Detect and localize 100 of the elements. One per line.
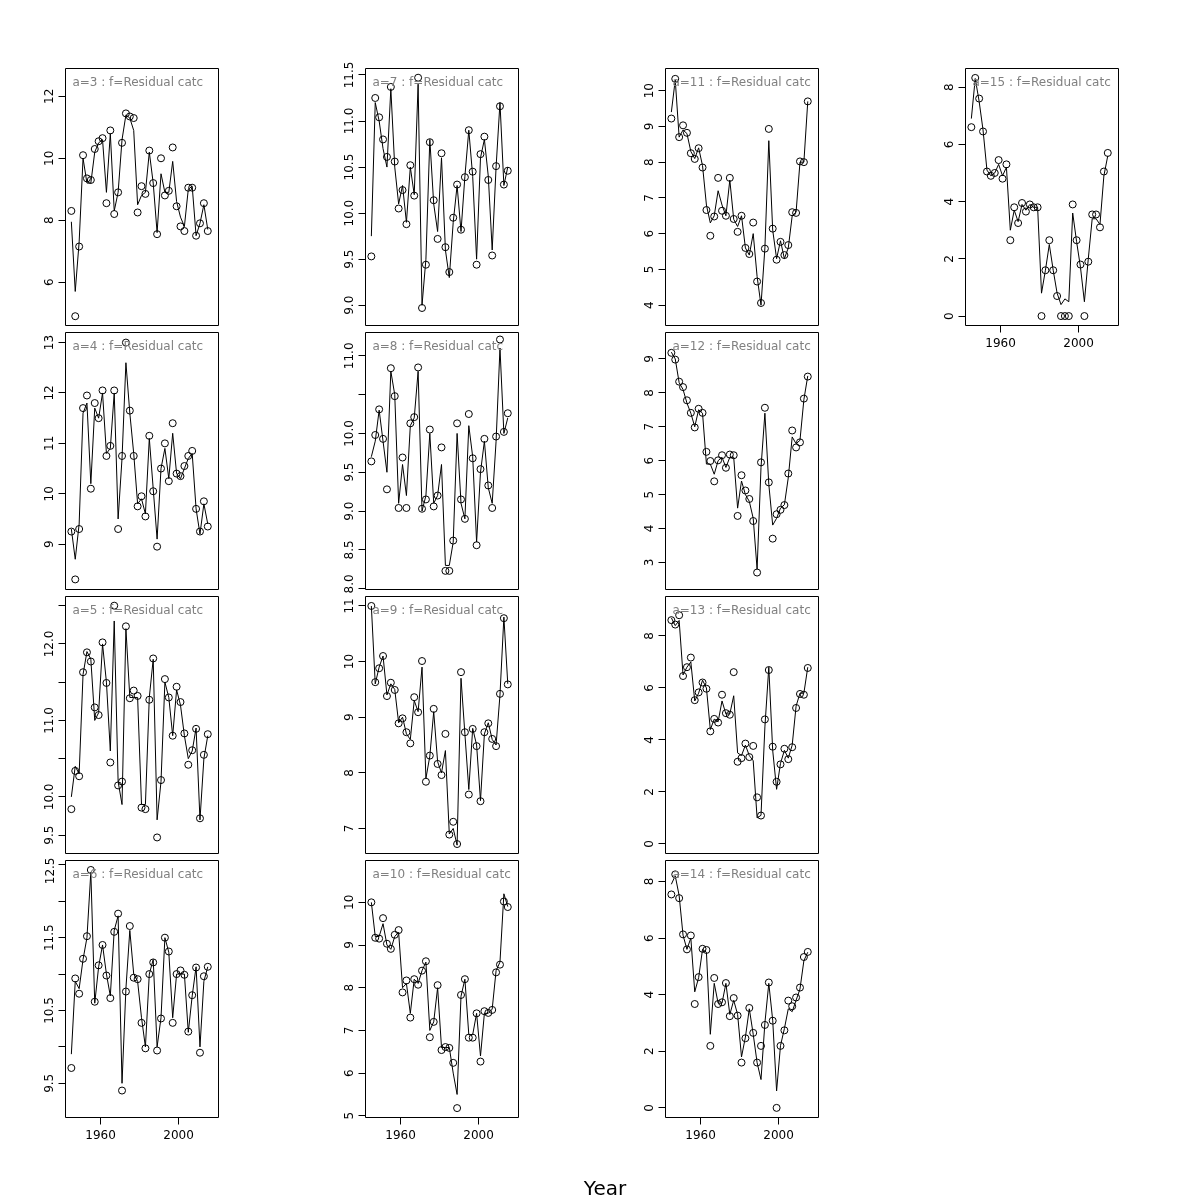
y-tick-label: 8 bbox=[642, 632, 657, 640]
point bbox=[149, 487, 158, 496]
point bbox=[682, 663, 691, 672]
point bbox=[90, 399, 99, 408]
point bbox=[472, 260, 481, 269]
point bbox=[367, 252, 376, 261]
y-tick-label: 12.5 bbox=[42, 857, 57, 885]
point bbox=[106, 126, 115, 135]
point bbox=[188, 183, 197, 192]
point bbox=[795, 689, 804, 698]
point bbox=[67, 206, 76, 215]
y-tick-label: 6 bbox=[642, 684, 657, 692]
point bbox=[1006, 236, 1015, 245]
point bbox=[492, 432, 501, 441]
y-tick-label: 7 bbox=[642, 422, 657, 431]
y-tick-label: 10.0 bbox=[342, 420, 357, 447]
point bbox=[102, 451, 111, 460]
point bbox=[694, 144, 703, 153]
point bbox=[375, 405, 384, 414]
y-tick-label: 11.0 bbox=[342, 107, 357, 135]
point bbox=[114, 525, 123, 534]
point bbox=[718, 206, 727, 215]
point bbox=[776, 505, 785, 514]
point bbox=[425, 1033, 434, 1042]
point bbox=[1033, 203, 1042, 212]
point bbox=[982, 167, 991, 176]
point bbox=[799, 394, 808, 403]
point bbox=[145, 695, 154, 704]
point bbox=[768, 742, 777, 751]
point bbox=[133, 502, 142, 511]
point bbox=[714, 456, 723, 465]
point bbox=[675, 894, 684, 903]
point bbox=[398, 714, 407, 723]
point bbox=[772, 510, 781, 519]
point bbox=[803, 947, 812, 956]
point bbox=[749, 1028, 758, 1037]
point bbox=[141, 805, 150, 814]
point bbox=[714, 1000, 723, 1008]
point bbox=[192, 231, 201, 240]
point bbox=[772, 777, 781, 786]
point bbox=[671, 620, 680, 629]
point bbox=[102, 678, 111, 687]
text: a=12 : f=Residual catc bbox=[672, 338, 811, 353]
point bbox=[129, 114, 138, 123]
point bbox=[90, 145, 99, 153]
point bbox=[441, 1043, 450, 1052]
point bbox=[102, 199, 111, 208]
point bbox=[379, 434, 388, 443]
point bbox=[106, 758, 115, 767]
point bbox=[433, 759, 442, 768]
point bbox=[157, 776, 165, 785]
point bbox=[203, 730, 212, 739]
point bbox=[371, 431, 380, 439]
point bbox=[386, 678, 395, 687]
point bbox=[733, 227, 742, 236]
y-tick-label: 8 bbox=[342, 983, 357, 992]
y-tick-label: 8 bbox=[42, 216, 57, 225]
text: a=7 : f=Residual catc bbox=[372, 74, 504, 89]
point bbox=[421, 260, 430, 269]
point bbox=[1080, 312, 1089, 321]
point bbox=[1076, 260, 1085, 269]
point bbox=[414, 363, 423, 372]
y-tick-label: 2 bbox=[942, 254, 957, 263]
y-tick-label: 10 bbox=[42, 150, 57, 166]
point bbox=[753, 568, 762, 577]
point bbox=[449, 817, 458, 826]
point bbox=[768, 1016, 777, 1025]
point bbox=[682, 396, 691, 405]
point bbox=[718, 451, 727, 460]
point bbox=[710, 714, 719, 723]
point bbox=[192, 724, 201, 733]
point bbox=[406, 739, 415, 748]
point bbox=[690, 696, 699, 705]
point bbox=[1037, 312, 1046, 321]
point bbox=[457, 990, 465, 999]
point bbox=[437, 443, 446, 452]
point bbox=[367, 457, 376, 466]
point bbox=[371, 678, 380, 687]
point bbox=[495, 102, 504, 111]
point bbox=[760, 403, 769, 412]
point bbox=[694, 973, 703, 982]
point bbox=[406, 161, 415, 170]
point bbox=[741, 243, 750, 252]
point bbox=[721, 211, 730, 220]
y-tick-label: 9 bbox=[642, 122, 657, 131]
y-tick-label: 12 bbox=[42, 88, 57, 104]
point bbox=[371, 93, 380, 102]
x-tick-label: 2000 bbox=[763, 1127, 794, 1142]
point bbox=[472, 742, 481, 751]
x-tick-label: 1960 bbox=[985, 335, 1016, 350]
point bbox=[141, 512, 150, 521]
point bbox=[375, 113, 384, 122]
point bbox=[453, 1104, 462, 1113]
point bbox=[418, 504, 427, 513]
point bbox=[98, 386, 107, 395]
point bbox=[760, 715, 769, 724]
point bbox=[753, 1058, 762, 1067]
point bbox=[714, 173, 723, 182]
point bbox=[449, 536, 458, 545]
point bbox=[82, 648, 91, 657]
